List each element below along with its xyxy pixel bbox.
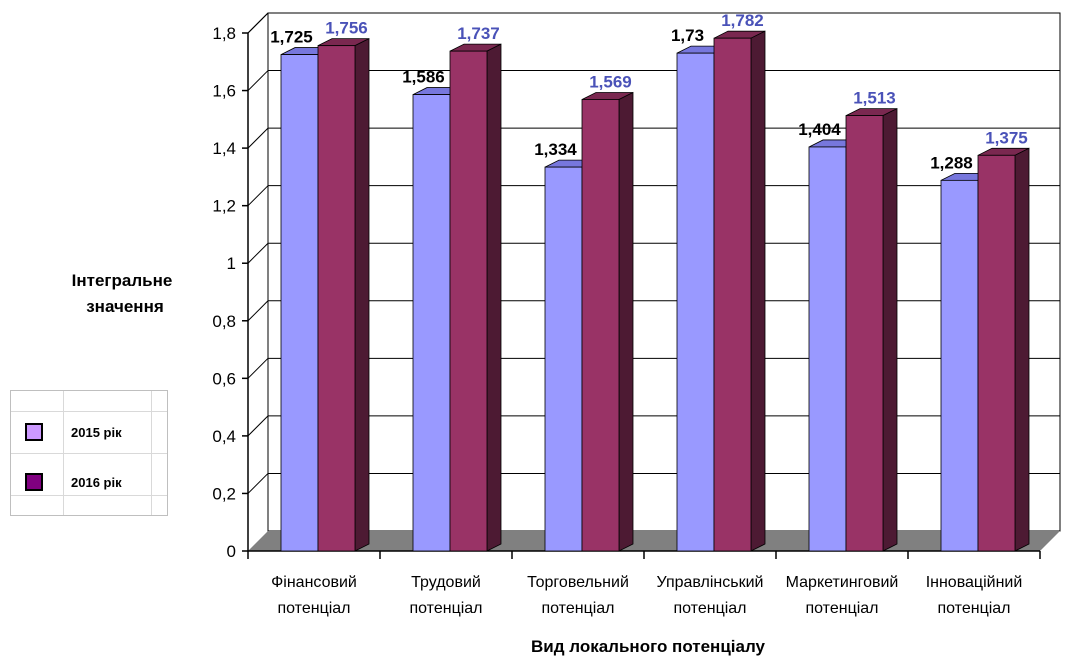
data-label: 1,375 — [985, 128, 1028, 147]
data-label: 1,73 — [671, 26, 704, 45]
y-tick-label: 1,8 — [212, 24, 236, 43]
bar — [808, 146, 847, 552]
y-tick-label: 0,2 — [212, 484, 236, 503]
legend-label-2015: 2015 рік — [71, 424, 122, 440]
legend-item-2016: 2016 рік — [25, 471, 122, 493]
legend-label-2016: 2016 рік — [71, 474, 122, 490]
y-tick-label: 0 — [227, 542, 236, 561]
data-label: 1,288 — [930, 153, 973, 172]
x-category-label-line1: Торговельний — [527, 574, 629, 591]
x-category-label-line2: потенціал — [409, 600, 482, 617]
y-axis-title-line1: Інтегральне — [72, 271, 173, 290]
bar-side — [354, 38, 370, 552]
bar — [845, 115, 884, 552]
gridline-depth — [247, 300, 269, 322]
bar-side — [486, 43, 502, 552]
bar — [713, 37, 752, 552]
y-tick-label: 0,6 — [212, 369, 236, 388]
gridline-depth — [247, 473, 269, 494]
x-category-label-line2: потенціал — [541, 600, 614, 617]
y-tick-label: 0,4 — [212, 427, 236, 446]
legend-swatch-2016 — [25, 473, 43, 491]
bar — [412, 94, 451, 552]
y-tick-label: 1 — [227, 254, 236, 273]
x-category-label-line1: Трудовий — [411, 574, 481, 591]
bar — [581, 99, 620, 552]
gridline-depth — [247, 415, 269, 437]
x-axis-title: Вид локального потенціалу — [531, 637, 766, 656]
wall-top-edge — [247, 12, 269, 34]
y-tick-label: 1,4 — [212, 139, 236, 158]
data-label: 1,334 — [534, 140, 577, 159]
bar — [676, 52, 715, 552]
data-label: 1,404 — [798, 120, 841, 139]
data-label: 1,569 — [589, 72, 632, 91]
x-category-label-line2: потенціал — [277, 600, 350, 617]
x-category-label-line2: потенціал — [673, 600, 746, 617]
back-wall — [267, 12, 1061, 532]
x-category-label-line1: Інноваційний — [926, 574, 1023, 591]
gridline-depth — [247, 357, 269, 379]
bar — [544, 166, 583, 552]
bar-side — [618, 91, 634, 552]
y-axis-title-line2: значення — [86, 297, 164, 316]
gridline-depth — [247, 185, 269, 207]
gridline-depth — [247, 127, 269, 149]
data-label: 1,586 — [402, 68, 445, 87]
bar — [317, 45, 356, 552]
bar — [280, 54, 319, 552]
x-category-label-line1: Маркетинговий — [786, 574, 899, 591]
bar-side — [750, 30, 766, 552]
data-label: 1,782 — [721, 11, 764, 30]
x-category-label-line2: потенціал — [805, 600, 878, 617]
bar-side — [882, 107, 898, 552]
data-label: 1,756 — [325, 19, 368, 38]
legend-item-2015: 2015 рік — [25, 421, 122, 443]
bar — [940, 179, 979, 552]
y-tick-label: 1,2 — [212, 197, 236, 216]
x-category-label-line2: потенціал — [937, 600, 1010, 617]
y-tick-label: 0,8 — [212, 312, 236, 331]
legend-swatch-2015 — [25, 423, 43, 441]
x-category-label-line1: Фінансовий — [271, 574, 357, 591]
gridline-depth — [247, 70, 269, 91]
bar-side — [1014, 147, 1030, 552]
bar — [449, 50, 488, 552]
gridline-depth — [247, 242, 269, 264]
legend: 2015 рік 2016 рік — [10, 390, 168, 516]
data-label: 1,513 — [853, 89, 896, 108]
y-tick-label: 1,6 — [212, 82, 236, 101]
x-category-label-line1: Управлінський — [657, 574, 764, 591]
data-label: 1,725 — [270, 28, 313, 47]
floor — [248, 531, 1060, 551]
data-label: 1,737 — [457, 24, 500, 43]
bar — [977, 154, 1016, 552]
